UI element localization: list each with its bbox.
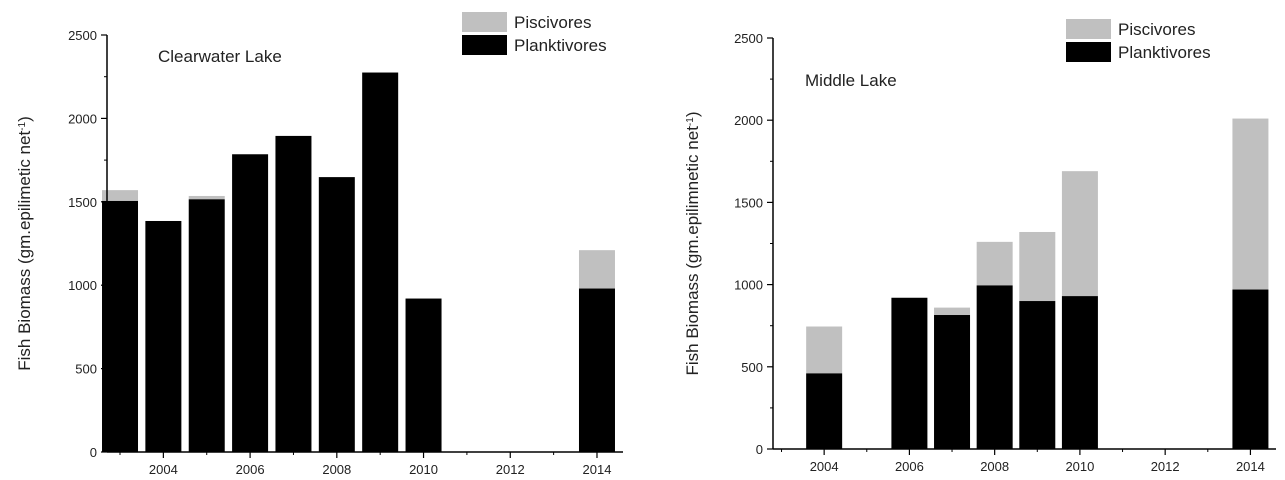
y-tick-label: 1500 <box>734 195 763 210</box>
bar-planktivores-2007 <box>275 135 312 452</box>
y-tick-label: 0 <box>756 442 763 457</box>
y-tick-label: 500 <box>741 360 763 375</box>
legend-label-piscivores: Piscivores <box>514 13 591 32</box>
x-tick-label: 2008 <box>980 459 1009 474</box>
bar-piscivores-2003 <box>102 190 139 201</box>
bar-planktivores-2009 <box>362 72 399 452</box>
y-axis-title: Fish Biomass (gm.epilimnetic net-1) <box>683 112 702 376</box>
x-tick-label: 2004 <box>149 462 178 477</box>
legend-swatch-planktivores <box>462 35 507 55</box>
legend-label-planktivores: Planktivores <box>514 36 607 55</box>
chart-panel-1: 0 500 1000 1500 2000 2500 2004 2006 2008 2010 2012… <box>15 12 623 477</box>
legend-label-piscivores: Piscivores <box>1118 20 1195 39</box>
bar-planktivores-2009 <box>1019 301 1056 449</box>
y-tick-label: 2000 <box>734 113 763 128</box>
y-tick-label: 2000 <box>68 111 97 126</box>
y-axis-title: Fish Biomass (gm.epilimetic net-1) <box>15 116 34 371</box>
x-tick-label: 2008 <box>322 462 351 477</box>
x-tick-label: 2004 <box>810 459 839 474</box>
bar-planktivores-2004 <box>145 220 182 452</box>
x-tick-label: 2006 <box>895 459 924 474</box>
y-tick-label: 1500 <box>68 195 97 210</box>
bar-piscivores-2014 <box>1232 118 1269 290</box>
bar-piscivores-2008 <box>976 241 1013 286</box>
y-tick-label: 500 <box>75 362 97 377</box>
legend-label-planktivores: Planktivores <box>1118 43 1211 62</box>
y-tick-label: 2500 <box>68 28 97 43</box>
chart-panel-2: 0 500 1000 1500 2000 2500 2004 2006 2008 2010 2012… <box>683 19 1276 474</box>
bar-planktivores-2010 <box>1061 296 1098 449</box>
y-tick-label: 1000 <box>734 278 763 293</box>
chart-title: Clearwater Lake <box>158 47 282 66</box>
x-tick-label: 2014 <box>583 462 612 477</box>
bar-planktivores-2008 <box>976 285 1013 449</box>
y-tick-label: 0 <box>90 445 97 460</box>
bar-piscivores-2010 <box>1061 171 1098 297</box>
x-tick-label: 2010 <box>409 462 438 477</box>
x-tick-label: 2012 <box>1151 459 1180 474</box>
bar-piscivores-2004 <box>806 326 843 374</box>
bar-piscivores-2014 <box>578 250 615 289</box>
bar-planktivores-2004 <box>806 373 843 449</box>
bar-planktivores-2008 <box>318 177 355 453</box>
bar-piscivores-2009 <box>1019 231 1056 302</box>
bar-planktivores-2005 <box>188 199 225 452</box>
y-tick-label: 2500 <box>734 31 763 46</box>
legend-swatch-piscivores <box>462 12 507 32</box>
bar-planktivores-2003 <box>102 200 139 452</box>
x-tick-label: 2014 <box>1236 459 1265 474</box>
chart-title: Middle Lake <box>805 71 897 90</box>
x-tick-label: 2006 <box>236 462 265 477</box>
x-tick-label: 2010 <box>1065 459 1094 474</box>
bar-planktivores-2010 <box>405 298 442 452</box>
bar-planktivores-2006 <box>891 297 928 449</box>
bar-piscivores-2007 <box>934 307 971 316</box>
bar-planktivores-2006 <box>232 154 269 452</box>
bar-planktivores-2014 <box>578 288 615 452</box>
bar-planktivores-2014 <box>1232 289 1269 449</box>
legend-swatch-planktivores <box>1066 42 1111 62</box>
x-tick-label: 2012 <box>496 462 525 477</box>
bar-piscivores-2005 <box>188 195 225 200</box>
legend-swatch-piscivores <box>1066 19 1111 39</box>
bar-planktivores-2007 <box>934 315 971 449</box>
y-tick-label: 1000 <box>68 278 97 293</box>
